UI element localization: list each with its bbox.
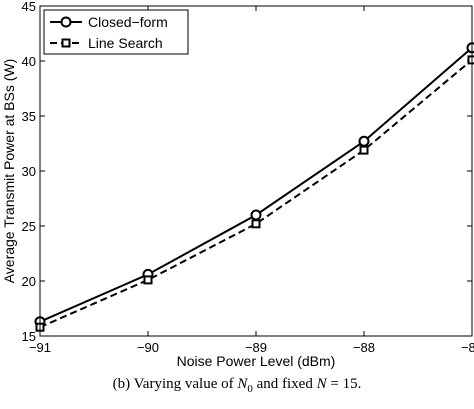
legend-marker-circle [60,16,72,28]
caption-symbol-n: N [316,376,327,392]
x-tick-label: −90 [137,340,159,355]
figure-caption: (b) Varying value of N0 and fixed N = 15… [0,376,474,395]
x-tick-label: −88 [353,340,375,355]
y-tick-label: 45 [22,0,36,14]
y-tick-label: 35 [22,109,36,124]
data-point-closed-form [250,209,262,221]
data-point-line-search [143,275,153,285]
y-tick-label: 20 [22,274,36,289]
y-tick-label: 25 [22,219,36,234]
data-point-line-search [251,219,261,229]
x-tick-label: −87 [461,340,474,355]
y-axis-label: Average Transmit Power at BSs (W) [1,59,17,284]
line-chart: −91 −90 −89 −88 −87 15 20 25 30 35 40 45 Closed−for… [1,0,474,369]
data-point-line-search [467,55,474,65]
y-tick-label: 30 [22,164,36,179]
series-line-line-search [39,59,473,329]
data-point-line-search [359,145,369,155]
ticks: −91 −90 −89 −88 −87 15 20 25 30 35 40 45 [22,0,474,355]
caption-symbol-n0: N [237,376,248,392]
x-tick-label: −89 [245,340,267,355]
y-tick-label: 15 [22,329,36,344]
x-tick-label: −91 [29,340,51,355]
legend-marker-square [61,38,71,48]
caption-equals: = 15. [326,376,362,392]
legend: Closed−form Line Search [43,9,189,55]
y-tick-label: 40 [22,54,36,69]
caption-prefix: (b) Varying value of [112,376,238,392]
caption-symbol-n0-subscript: 0 [247,383,253,395]
data-point-closed-form [466,42,474,54]
legend-label-line-search: Line Search [88,35,163,51]
caption-middle: and fixed [252,376,317,392]
plot-frame [39,5,473,337]
x-axis-label: Noise Power Level (dBm) [177,353,336,369]
legend-label-closed-form: Closed−form [88,14,168,30]
data-point-closed-form [358,135,370,147]
plot-area [40,6,472,336]
